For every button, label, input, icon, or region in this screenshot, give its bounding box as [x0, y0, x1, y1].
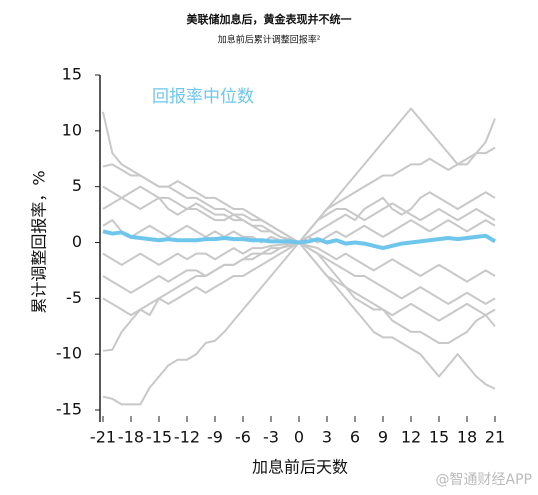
series-line — [102, 241, 496, 322]
x-tick-label: -15 — [146, 428, 172, 447]
series-line — [102, 241, 496, 283]
x-tick-label: 9 — [378, 428, 388, 447]
chart-subtitle: 加息前后累计调整回报率² — [218, 34, 321, 46]
x-tick-label: -18 — [118, 428, 144, 447]
x-tick-label: -6 — [235, 428, 251, 447]
y-tick-label: 15 — [62, 65, 82, 84]
x-tick-label: 18 — [457, 428, 477, 447]
x-tick-label: 21 — [485, 428, 505, 447]
y-tick-label: 0 — [72, 232, 82, 251]
series-line — [102, 191, 496, 244]
y-tick-label: -10 — [56, 344, 82, 363]
x-tick-label: 0 — [294, 428, 304, 447]
y-tick-label: -5 — [66, 288, 82, 307]
series-line — [102, 241, 496, 305]
series-line — [102, 107, 496, 244]
y-axis-label: 累计调整回报率，% — [30, 170, 49, 313]
x-tick-label: 12 — [401, 428, 421, 447]
x-tick-label: 15 — [429, 428, 449, 447]
x-tick-label: -12 — [174, 428, 200, 447]
watermark: @智通财经APP — [436, 472, 532, 488]
chart-title: 美联储加息后，黄金表现并不统一 — [187, 12, 352, 26]
x-tick-label: -21 — [90, 428, 116, 447]
y-tick-label: 10 — [62, 120, 82, 139]
x-tick-label: -9 — [207, 428, 223, 447]
median-line — [102, 229, 497, 251]
x-tick-label: 6 — [350, 428, 360, 447]
x-axis-label: 加息前后天数 — [252, 458, 348, 477]
y-tick-label: -15 — [56, 400, 82, 419]
x-tick-label: -3 — [263, 428, 279, 447]
series-label: 回报率中位数 — [152, 87, 254, 107]
y-tick-label: 5 — [72, 176, 82, 195]
x-tick-label: 3 — [322, 428, 332, 447]
